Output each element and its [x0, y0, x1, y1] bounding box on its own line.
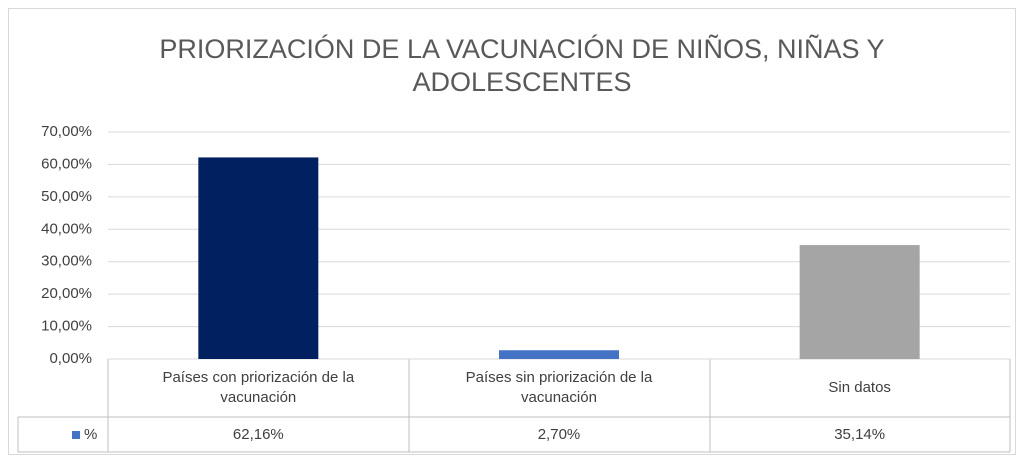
x-tick-label: Países con priorización de la vacunación	[162, 369, 355, 406]
x-tick-label: Sin datos	[828, 379, 891, 396]
y-tick-label: 0,00%	[49, 350, 92, 367]
legend-label: %	[84, 426, 97, 443]
y-tick-label: 30,00%	[41, 253, 92, 270]
y-tick-label: 70,00%	[41, 123, 92, 140]
bar	[799, 245, 920, 359]
chart-frame	[8, 8, 1016, 455]
data-table-borders	[17, 359, 1011, 453]
y-tick-label: 50,00%	[41, 188, 92, 205]
y-tick-label: 10,00%	[41, 318, 92, 335]
data-table-value: 2,70%	[538, 426, 581, 443]
y-tick-label: 20,00%	[41, 285, 92, 302]
bar	[499, 350, 619, 359]
bar	[198, 157, 319, 359]
y-tick-label: 60,00%	[41, 155, 92, 172]
data-table-value: 62,16%	[233, 426, 284, 443]
x-tick-label: Países sin priorización de la vacunación	[465, 369, 653, 406]
legend-key	[72, 431, 80, 439]
y-tick-label: 40,00%	[41, 220, 92, 237]
data-table-value: 35,14%	[834, 426, 885, 443]
chart-title: PRIORIZACIÓN DE LA VACUNACIÓN DE NIÑOS, …	[159, 34, 885, 97]
